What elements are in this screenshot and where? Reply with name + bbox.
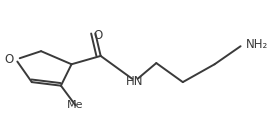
Text: NH₂: NH₂ (246, 37, 268, 51)
Text: Me: Me (67, 100, 84, 110)
Text: HN: HN (126, 75, 144, 88)
Text: O: O (5, 53, 14, 66)
Text: O: O (93, 29, 103, 42)
